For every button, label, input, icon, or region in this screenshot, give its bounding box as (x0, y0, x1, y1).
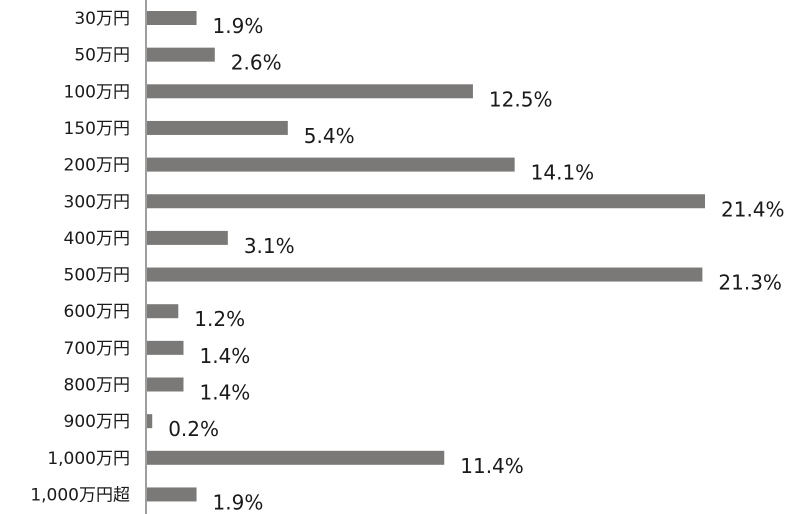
category-label: 30万円 (74, 9, 130, 29)
category-label: 50万円 (74, 46, 130, 66)
bar (147, 194, 705, 209)
value-label: 11.4% (460, 454, 524, 478)
category-label: 300万円 (64, 192, 130, 212)
value-labels: 1.9% 2.6% 12.5% 5.4% 14.1% 21.4% 3.1% 21.3% 1.2%… (168, 14, 784, 514)
value-label: 1.9% (213, 14, 264, 38)
category-label: 900万円 (64, 412, 130, 432)
bar (147, 157, 515, 172)
value-label: 1.9% (213, 490, 264, 514)
bar (147, 414, 153, 429)
category-label: 100万円 (64, 82, 130, 102)
value-label: 12.5% (489, 87, 553, 111)
value-label: 1.4% (200, 381, 251, 405)
category-label: 700万円 (64, 339, 130, 359)
value-label: 21.3% (718, 271, 782, 295)
value-label: 5.4% (304, 124, 355, 148)
bar (147, 11, 197, 25)
bar (147, 230, 228, 245)
bar (147, 304, 179, 319)
bar (147, 340, 184, 355)
category-label: 1,000万円 (47, 449, 130, 469)
value-label: 21.4% (721, 197, 785, 221)
category-label: 200万円 (64, 156, 130, 176)
value-label: 1.2% (194, 307, 245, 331)
category-labels: 30万円 50万円 100万円 150万円 200万円 300万円 400万円 500万円 60… (30, 9, 130, 505)
category-label: 800万円 (64, 376, 130, 396)
category-label: 600万円 (64, 302, 130, 322)
value-label: 0.2% (168, 417, 219, 441)
value-label: 2.6% (231, 51, 282, 75)
category-label: 400万円 (64, 229, 130, 249)
bar (147, 84, 473, 99)
bar (147, 377, 184, 392)
category-label: 500万円 (64, 266, 130, 286)
value-label: 3.1% (244, 234, 295, 258)
bar (147, 120, 288, 135)
value-label: 1.4% (200, 344, 251, 368)
bars-layer (147, 11, 705, 502)
bar (147, 47, 215, 62)
value-label: 14.1% (531, 161, 595, 185)
bar (147, 487, 197, 502)
category-label: 150万円 (64, 119, 130, 139)
bar (147, 267, 703, 282)
bar (147, 450, 445, 465)
category-label: 1,000万円超 (30, 485, 130, 505)
